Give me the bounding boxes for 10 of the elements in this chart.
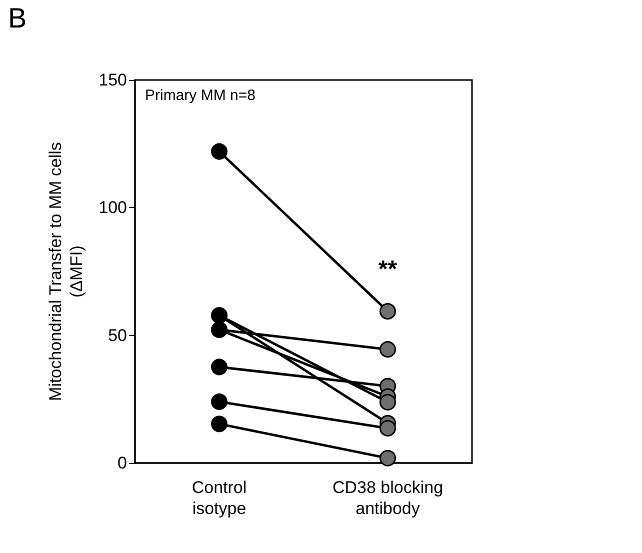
y-tick-label: 150 (98, 70, 127, 90)
x-tick-label: Control isotype (192, 478, 247, 518)
y-tick-label: 0 (118, 454, 127, 472)
x-tick-label: CD38 blocking antibody (332, 478, 444, 518)
y-axis-title: Mitochondrial Transfer to MM cells (ΔMFI) (46, 142, 86, 401)
annotation: Primary MM n=8 (145, 87, 256, 104)
annotation: ** (378, 256, 398, 283)
y-tick-label: 100 (98, 198, 127, 218)
text: B (8, 2, 27, 34)
y-tick-label: 50 (108, 326, 127, 345)
